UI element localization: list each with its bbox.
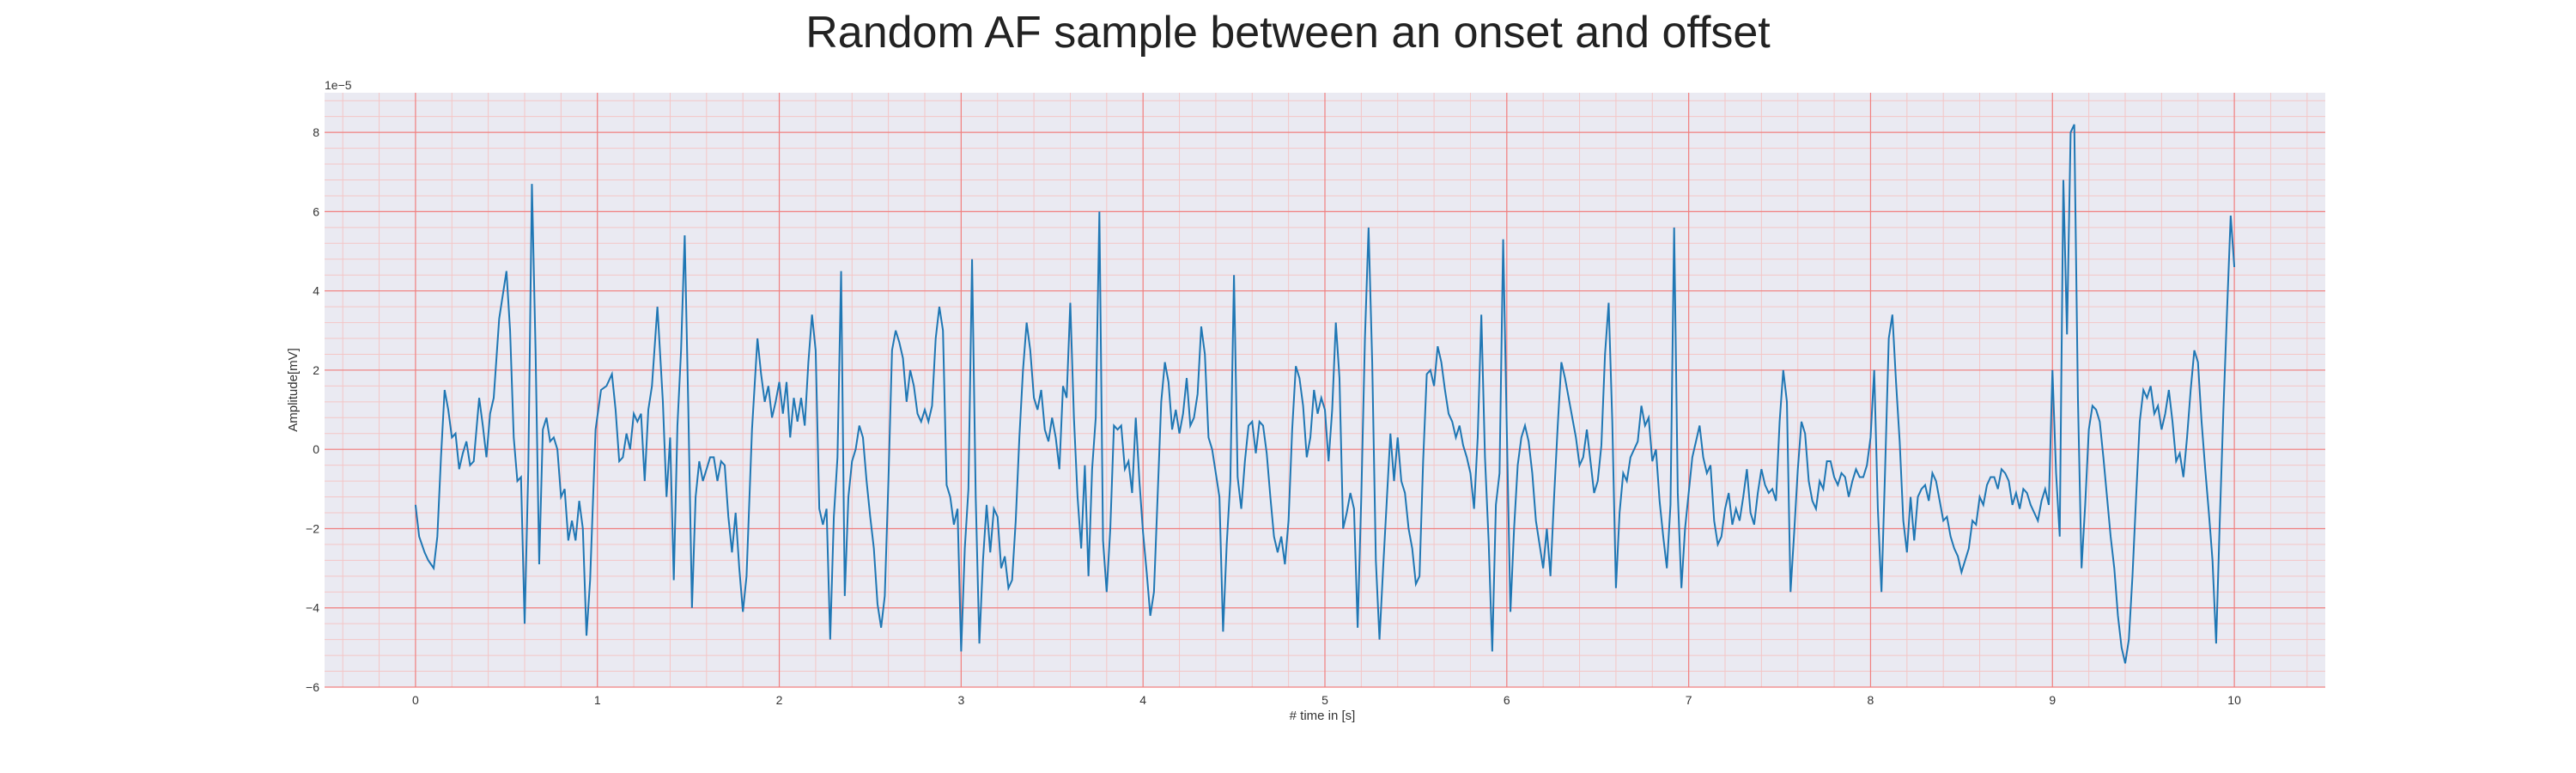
x-tick-label: 1	[594, 693, 601, 707]
x-tick-label: 5	[1321, 693, 1328, 707]
x-tick-label: 2	[776, 693, 783, 707]
major-grid	[325, 93, 2325, 688]
y-axis-label: Amplitude[mV]	[286, 348, 301, 432]
x-tick-label: 0	[412, 693, 419, 707]
signal-line	[414, 124, 2236, 664]
chart-title: Random AF sample between an onset and of…	[805, 8, 1771, 58]
y-tick-label: −2	[306, 521, 319, 535]
y-tick-label: 2	[313, 363, 319, 377]
y-axis-ticks: −6 −4 −2 0 2 4 6 8	[306, 125, 319, 694]
x-tick-label: 4	[1139, 693, 1146, 707]
y-tick-label: 4	[313, 284, 319, 298]
y-tick-label: 8	[313, 125, 319, 139]
x-tick-label: 10	[2227, 693, 2241, 707]
x-tick-label: 7	[1686, 693, 1692, 707]
x-tick-label: 9	[2049, 693, 2056, 707]
y-offset-label: 1e−5	[325, 78, 352, 92]
x-axis-label: # time in [s]	[1290, 709, 1356, 723]
x-tick-label: 3	[957, 693, 964, 707]
x-axis-ticks: 0 1 2 3 4 5 6 7 8 9 10	[412, 693, 2241, 707]
y-tick-label: 6	[313, 204, 319, 218]
y-tick-label: −6	[306, 680, 319, 694]
x-tick-label: 8	[1868, 693, 1874, 707]
y-tick-label: −4	[306, 601, 319, 615]
y-tick-label: 0	[313, 442, 319, 456]
x-tick-label: 6	[1504, 693, 1510, 707]
